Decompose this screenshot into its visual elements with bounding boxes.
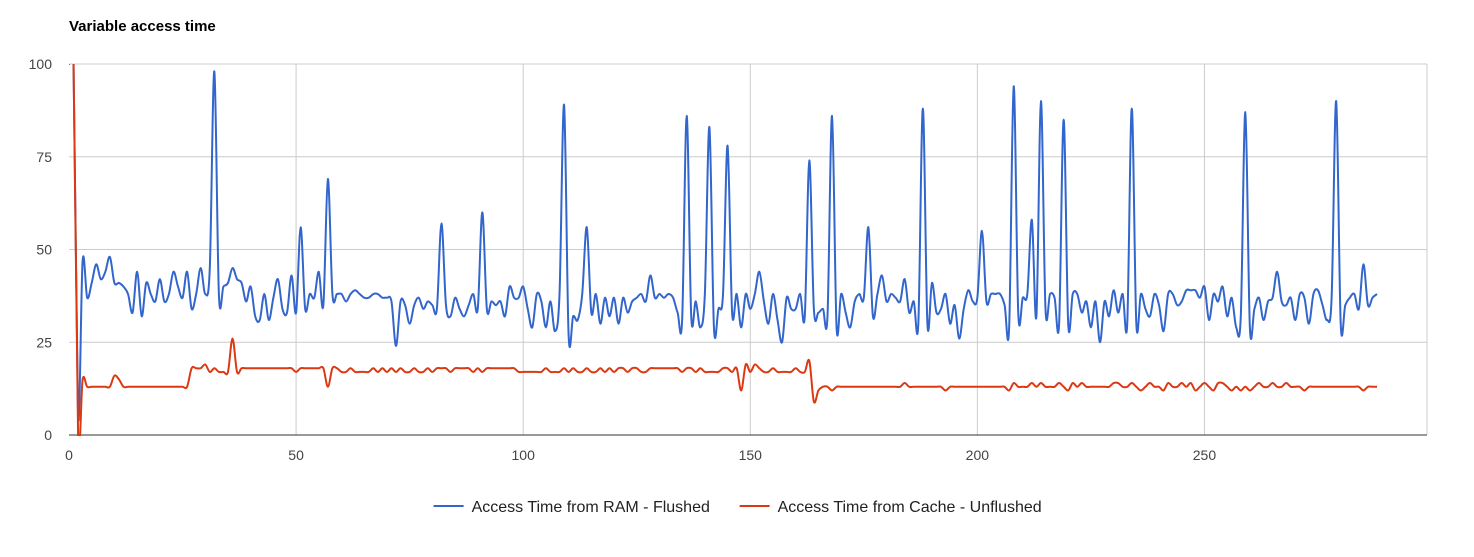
legend: Access Time from RAM - Flushed Access Tim… (433, 499, 1042, 516)
series-line-ram-flushed (69, 64, 1378, 422)
x-tick-label: 50 (288, 447, 304, 463)
legend-ram-flushed-label: Access Time from RAM - Flushed (472, 499, 710, 516)
x-tick-label: 150 (739, 447, 763, 463)
series-lines (69, 64, 1378, 436)
x-tick-label: 200 (966, 447, 990, 463)
x-tick-label: 100 (512, 447, 536, 463)
y-tick-label: 75 (36, 149, 52, 165)
chart-title: Variable access time (69, 18, 216, 35)
y-tick-label: 100 (29, 56, 53, 72)
series-line-cache-unflushed (69, 64, 1378, 436)
y-tick-label: 0 (44, 427, 52, 443)
y-tick-label: 25 (36, 334, 52, 350)
x-tick-label: 250 (1193, 447, 1217, 463)
legend-cache-unflushed-label: Access Time from Cache - Unflushed (778, 499, 1042, 516)
y-tick-label: 50 (36, 242, 52, 258)
tick-labels: 0 25 50 75 100 0 50 100 150 200 250 (29, 56, 1217, 463)
grid-lines (69, 63, 1428, 435)
x-tick-label: 0 (65, 447, 73, 463)
